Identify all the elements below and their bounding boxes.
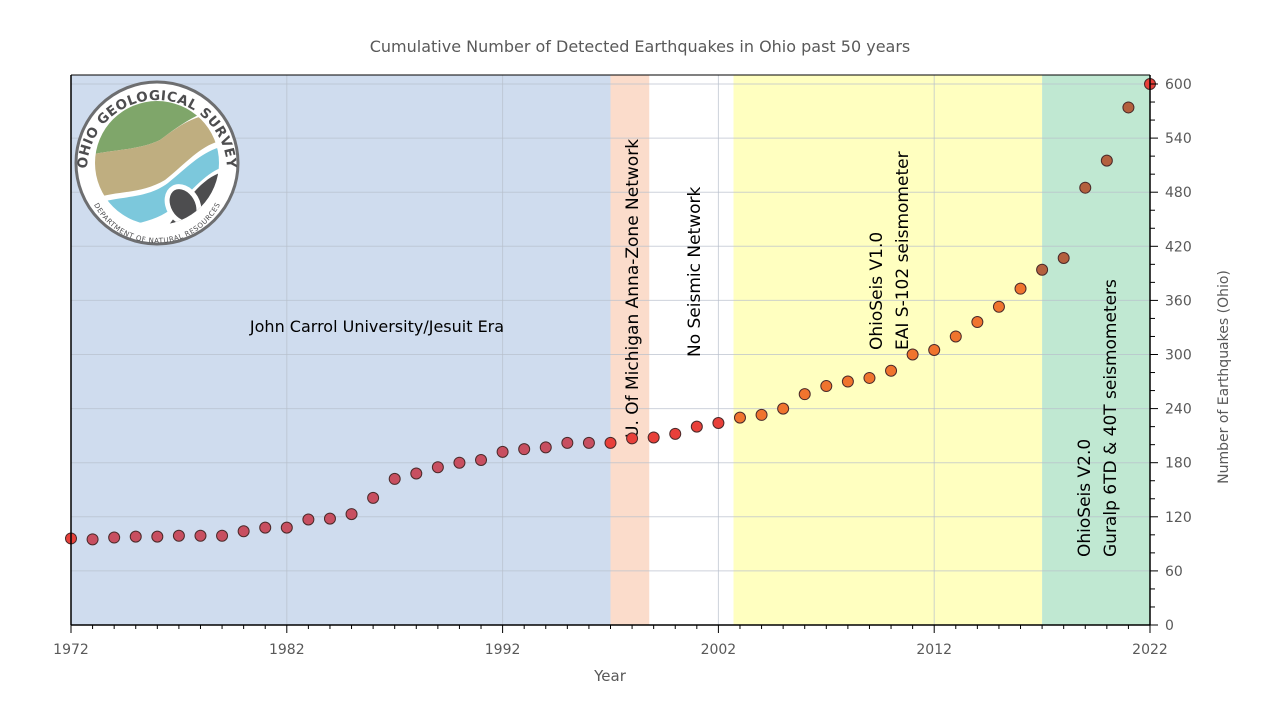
x-tick-label: 2012 xyxy=(916,642,952,658)
y-tick-label: 240 xyxy=(1165,402,1192,418)
data-point xyxy=(582,436,595,449)
data-point xyxy=(777,402,790,415)
data-point xyxy=(518,443,531,456)
era-band xyxy=(1042,75,1150,625)
x-axis-label: Year xyxy=(593,667,627,685)
data-point xyxy=(604,436,617,449)
data-point xyxy=(216,529,229,542)
data-point xyxy=(906,348,919,361)
x-tick-label: 1992 xyxy=(485,642,521,658)
era-band xyxy=(649,75,734,625)
y-axis-label: Number of Earthquakes (Ohio) xyxy=(1216,270,1232,484)
data-point xyxy=(108,531,121,544)
era-label: No Seismic Network xyxy=(685,186,705,357)
data-point xyxy=(1122,101,1135,114)
chart-title: Cumulative Number of Detected Earthquake… xyxy=(370,37,911,56)
data-point xyxy=(453,456,466,469)
data-point xyxy=(798,388,811,401)
era-label: John Carrol University/Jesuit Era xyxy=(249,317,504,336)
x-tick-label: 2002 xyxy=(701,642,737,658)
data-point xyxy=(690,420,703,433)
data-point xyxy=(1014,282,1027,295)
data-point xyxy=(367,491,380,504)
era-label: U. Of Michigan Anna-Zone Network xyxy=(623,139,643,438)
y-tick-label: 180 xyxy=(1165,456,1192,472)
data-point xyxy=(820,380,833,393)
data-point xyxy=(194,529,207,542)
data-point xyxy=(733,411,746,424)
data-point xyxy=(323,512,336,525)
y-tick-label: 480 xyxy=(1165,185,1192,201)
data-point xyxy=(971,316,984,329)
data-point xyxy=(1100,154,1113,167)
y-tick-label: 60 xyxy=(1165,564,1183,580)
data-point xyxy=(431,461,444,474)
data-point xyxy=(345,508,358,521)
era-label: OhioSeis V1.0 xyxy=(867,232,887,350)
data-point xyxy=(755,408,768,421)
y-tick-label: 360 xyxy=(1165,293,1192,309)
data-point xyxy=(475,453,488,466)
data-point xyxy=(928,343,941,356)
data-point xyxy=(410,467,423,480)
data-point xyxy=(1057,252,1070,265)
data-point xyxy=(280,521,293,534)
data-point xyxy=(388,472,401,485)
x-tick-label: 1982 xyxy=(269,642,305,658)
data-point xyxy=(302,513,315,526)
data-point xyxy=(237,525,250,538)
data-point xyxy=(561,436,574,449)
data-point xyxy=(1036,263,1049,276)
y-tick-label: 300 xyxy=(1165,348,1192,364)
data-point xyxy=(129,530,142,543)
data-point xyxy=(992,300,1005,313)
data-point xyxy=(647,431,660,444)
data-point xyxy=(1079,181,1092,194)
data-point xyxy=(626,432,639,445)
y-tick-label: 600 xyxy=(1165,77,1192,93)
x-tick-label: 2022 xyxy=(1132,642,1168,658)
y-tick-label: 540 xyxy=(1165,131,1192,147)
data-point xyxy=(151,530,164,543)
data-point xyxy=(172,529,185,542)
data-point xyxy=(259,521,272,534)
era-label: OhioSeis V2.0 xyxy=(1075,439,1095,557)
y-tick-label: 420 xyxy=(1165,239,1192,255)
y-tick-label: 120 xyxy=(1165,510,1192,526)
data-point xyxy=(496,445,509,458)
data-point xyxy=(863,371,876,384)
era-label: Guralp 6TD & 40T seismometers xyxy=(1101,279,1121,557)
data-point xyxy=(539,441,552,454)
y-tick-label: 0 xyxy=(1165,618,1174,634)
data-point xyxy=(669,427,682,440)
data-point xyxy=(885,364,898,377)
era-band xyxy=(733,75,1043,625)
ohio-geological-survey-logo: OHIO GEOLOGICAL SURVEY DEPARTMENT OF NAT… xyxy=(74,80,240,246)
data-point xyxy=(86,533,99,546)
data-point xyxy=(841,375,854,388)
era-band xyxy=(610,75,650,625)
x-tick-label: 1972 xyxy=(53,642,89,658)
era-label: EAI S-102 seismometer xyxy=(893,151,913,350)
data-point xyxy=(712,417,725,430)
data-point xyxy=(949,330,962,343)
